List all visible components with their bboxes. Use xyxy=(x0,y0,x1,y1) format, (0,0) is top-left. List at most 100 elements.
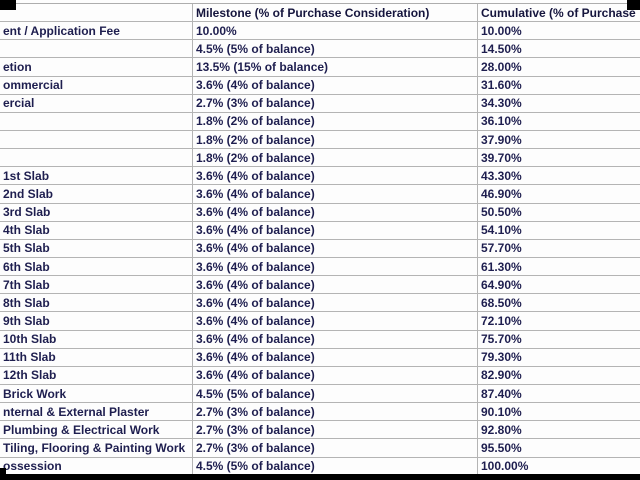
milestone-name-cell: ent / Application Fee xyxy=(3,23,120,38)
milestone-name-cell: 8th Slab xyxy=(3,295,50,310)
table-row: 5th Slab 3.6% (4% of balance) 57.70% xyxy=(0,239,640,258)
milestone-name-cell: 2nd Slab xyxy=(3,186,54,201)
milestone-pct-cell: 3.6% (4% of balance) xyxy=(192,167,477,185)
milestone-name-cell: Plumbing & Electrical Work xyxy=(3,422,160,437)
milestone-name-cell: Brick Work xyxy=(3,386,67,401)
milestone-pct-cell: 3.6% (4% of balance) xyxy=(192,185,477,203)
header-milestone-pct: Milestone (% of Purchase Consideration) xyxy=(192,4,477,22)
table-row: Brick Work 4.5% (5% of balance) 87.40% xyxy=(0,384,640,404)
milestone-name-cell xyxy=(0,149,192,166)
table-row: 2nd Slab 3.6% (4% of balance) 46.90% xyxy=(0,185,640,204)
milestone-name-cell: 4th Slab xyxy=(3,223,50,238)
milestone-name-cell: ossession xyxy=(3,459,62,474)
milestone-name-cell: 7th Slab xyxy=(3,277,50,292)
scan-artifact-top-left xyxy=(0,0,16,10)
milestone-pct-cell: 4.5% (5% of balance) xyxy=(192,40,477,58)
milestone-pct-cell: 3.6% (4% of balance) xyxy=(192,76,477,94)
cumulative-pct-cell: 72.10% xyxy=(477,312,640,330)
milestone-name-cell: 11th Slab xyxy=(3,350,56,365)
cumulative-pct-cell: 43.30% xyxy=(477,167,640,185)
table-row: 4.5% (5% of balance) 14.50% xyxy=(0,40,640,59)
table-row: 8th Slab 3.6% (4% of balance) 68.50% xyxy=(0,294,640,313)
cumulative-pct-cell: 39.70% xyxy=(477,149,640,167)
milestone-pct-cell: 1.8% (2% of balance) xyxy=(192,112,477,130)
cumulative-pct-cell: 79.30% xyxy=(477,348,640,366)
table-row: 3rd Slab 3.6% (4% of balance) 50.50% xyxy=(0,203,640,222)
cumulative-pct-cell: 28.00% xyxy=(477,58,640,76)
milestone-name-cell: nternal & External Plaster xyxy=(3,404,150,419)
milestone-name-cell xyxy=(0,113,192,130)
table-row: ossession 4.5% (5% of balance) 100.00% xyxy=(0,457,640,476)
table-body: ent / Application Fee 10.00% 10.00% 4.5% (5… xyxy=(0,22,640,476)
table-row: 1.8% (2% of balance) 36.10% xyxy=(0,112,640,131)
milestone-pct-cell: 1.8% (2% of balance) xyxy=(192,149,477,167)
cumulative-pct-cell: 46.90% xyxy=(477,185,640,203)
table-row: 1.8% (2% of balance) 39.70% xyxy=(0,149,640,168)
milestone-name-cell: Tiling, Flooring & Painting Work xyxy=(3,440,186,455)
payment-schedule-table: Milestone (% of Purchase Consideration) … xyxy=(0,3,640,476)
cumulative-pct-cell: 34.30% xyxy=(477,94,640,112)
cumulative-pct-cell: 50.50% xyxy=(477,203,640,221)
milestone-name-cell: 9th Slab xyxy=(3,313,50,328)
milestone-pct-cell: 3.6% (4% of balance) xyxy=(192,276,477,294)
milestone-pct-cell: 10.00% xyxy=(192,22,477,40)
cumulative-pct-cell: 37.90% xyxy=(477,130,640,149)
table-row: 12th Slab 3.6% (4% of balance) 82.90% xyxy=(0,366,640,385)
milestone-pct-cell: 2.7% (3% of balance) xyxy=(192,403,477,421)
milestone-pct-cell: 3.6% (4% of balance) xyxy=(192,294,477,312)
table-row: 4th Slab 3.6% (4% of balance) 54.10% xyxy=(0,221,640,240)
cumulative-pct-cell: 75.70% xyxy=(477,330,640,348)
milestone-pct-cell: 3.6% (4% of balance) xyxy=(192,257,477,276)
milestone-name-cell: 10th Slab xyxy=(3,332,57,347)
header-milestone-name xyxy=(0,4,192,21)
milestone-name-cell: etion xyxy=(3,59,32,74)
milestone-pct-cell: 3.6% (4% of balance) xyxy=(192,348,477,366)
milestone-pct-cell: 13.5% (15% of balance) xyxy=(192,58,477,76)
cumulative-pct-cell: 87.40% xyxy=(477,384,640,403)
table-row: Plumbing & Electrical Work 2.7% (3% of ba… xyxy=(0,421,640,440)
cumulative-pct-cell: 54.10% xyxy=(477,221,640,239)
milestone-name-cell xyxy=(0,131,192,148)
cumulative-pct-cell: 92.80% xyxy=(477,421,640,439)
table-row: ercial 2.7% (3% of balance) 34.30% xyxy=(0,94,640,113)
table-row: 11th Slab 3.6% (4% of balance) 79.30% xyxy=(0,348,640,367)
cumulative-pct-cell: 61.30% xyxy=(477,257,640,276)
milestone-pct-cell: 2.7% (3% of balance) xyxy=(192,94,477,112)
table-row: 7th Slab 3.6% (4% of balance) 64.90% xyxy=(0,276,640,295)
milestone-pct-cell: 4.5% (5% of balance) xyxy=(192,384,477,403)
table-row: nternal & External Plaster 2.7% (3% of ba… xyxy=(0,403,640,422)
milestone-pct-cell: 3.6% (4% of balance) xyxy=(192,221,477,239)
table-row: 9th Slab 3.6% (4% of balance) 72.10% xyxy=(0,312,640,331)
milestone-name-cell: 1st Slab xyxy=(3,168,50,183)
milestone-pct-cell: 1.8% (2% of balance) xyxy=(192,130,477,149)
milestone-pct-cell: 3.6% (4% of balance) xyxy=(192,239,477,257)
milestone-pct-cell: 3.6% (4% of balance) xyxy=(192,203,477,221)
milestone-pct-cell: 3.6% (4% of balance) xyxy=(192,312,477,330)
table-row: 1.8% (2% of balance) 37.90% xyxy=(0,130,640,150)
milestone-pct-cell: 3.6% (4% of balance) xyxy=(192,366,477,384)
cumulative-pct-cell: 64.90% xyxy=(477,276,640,294)
cumulative-pct-cell: 10.00% xyxy=(477,22,640,40)
milestone-pct-cell: 3.6% (4% of balance) xyxy=(192,330,477,348)
table-row: Tiling, Flooring & Painting Work 2.7% (3%… xyxy=(0,439,640,458)
milestone-name-cell: 6th Slab xyxy=(3,259,50,274)
milestone-pct-cell: 2.7% (3% of balance) xyxy=(192,439,477,457)
milestone-name-cell: ercial xyxy=(3,96,35,111)
milestone-name-cell: ommercial xyxy=(3,78,64,93)
table-row: ommercial 3.6% (4% of balance) 31.60% xyxy=(0,76,640,95)
milestone-name-cell: 12th Slab xyxy=(3,368,57,383)
cumulative-pct-cell: 95.50% xyxy=(477,439,640,457)
cumulative-pct-cell: 57.70% xyxy=(477,239,640,257)
cumulative-pct-cell: 90.10% xyxy=(477,403,640,421)
cumulative-pct-cell: 68.50% xyxy=(477,294,640,312)
cumulative-pct-cell: 82.90% xyxy=(477,366,640,384)
table-row: etion 13.5% (15% of balance) 28.00% xyxy=(0,58,640,77)
table-row: 1st Slab 3.6% (4% of balance) 43.30% xyxy=(0,167,640,186)
milestone-name-cell: 5th Slab xyxy=(3,241,50,256)
table-row: 10th Slab 3.6% (4% of balance) 75.70% xyxy=(0,330,640,349)
milestone-pct-cell: 2.7% (3% of balance) xyxy=(192,421,477,439)
milestone-name-cell: 3rd Slab xyxy=(3,205,51,220)
cumulative-pct-cell: 100.00% xyxy=(477,457,640,475)
scan-artifact-top-right xyxy=(627,0,640,10)
